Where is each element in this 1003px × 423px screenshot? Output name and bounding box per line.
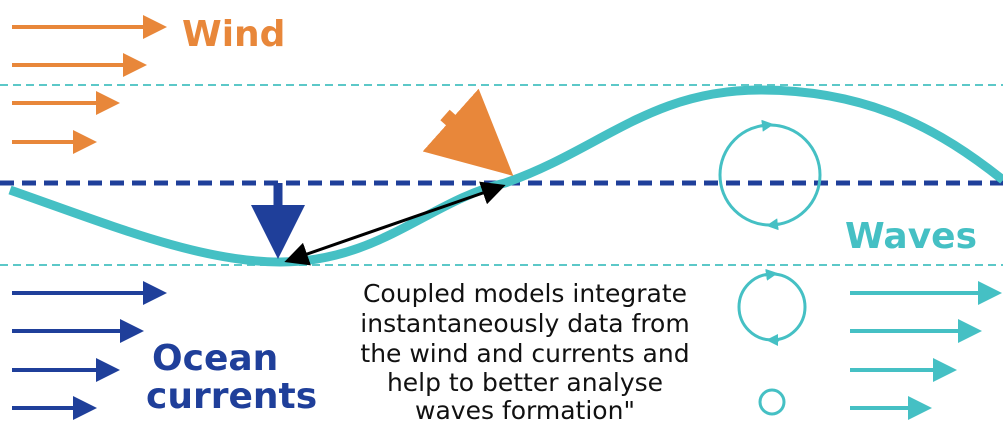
wavelength-arrow [284, 181, 506, 266]
wind-push-arrow [422, 88, 514, 176]
wave-arrows [850, 281, 1002, 420]
caption-line: instantaneously data from [360, 309, 689, 338]
orbital-circles [718, 119, 822, 416]
caption-line: the wind and currents and [360, 339, 689, 368]
current-arrows [12, 281, 167, 420]
waves-label: Waves [845, 216, 977, 257]
wind-label: Wind [182, 14, 285, 55]
caption: Coupled models integrate instantaneously… [360, 279, 689, 423]
caption-line: waves formation" [415, 396, 635, 423]
caption-line: Coupled models integrate [363, 279, 687, 308]
caption-line: help to better analyse [387, 368, 663, 397]
wind-arrows [12, 15, 167, 154]
ocean-currents-label: currents [146, 376, 317, 417]
ocean-currents-label: Ocean [152, 338, 278, 379]
